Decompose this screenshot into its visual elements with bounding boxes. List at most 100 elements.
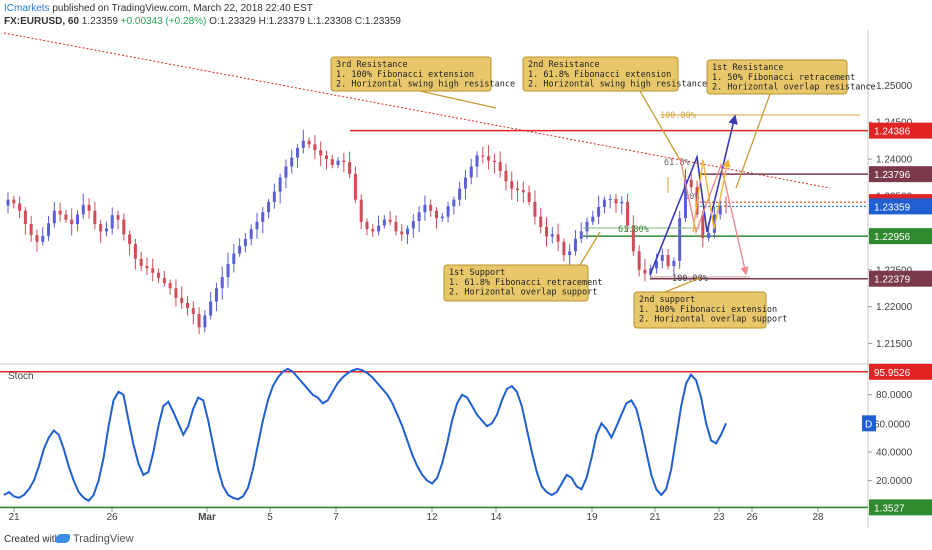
candle-down — [23, 210, 27, 225]
price-tick-label: 1.25000 — [876, 81, 913, 92]
candle-down — [539, 216, 543, 227]
candle-down — [359, 199, 363, 222]
annotation-line-sup2: 2. Horizontal overlap support — [639, 315, 787, 325]
annotation-line-sup1: 1. 61.8% Fibonacci retracement — [449, 278, 603, 288]
candle-up — [602, 199, 606, 208]
candle-up — [278, 177, 282, 192]
stoch-tag-box — [869, 415, 932, 432]
stoch-tag-box — [869, 363, 932, 380]
candle-up — [41, 235, 45, 242]
candle-down — [116, 215, 120, 220]
candle-down — [151, 268, 155, 273]
candle-down — [139, 258, 143, 267]
price-tick-label: 1.22000 — [876, 302, 913, 313]
candle-down — [614, 198, 618, 204]
symbol-label[interactable]: FX:EURUSD, 60 — [4, 16, 80, 27]
candle-down — [93, 210, 97, 225]
candle-down — [174, 288, 178, 298]
candle-up — [255, 221, 259, 230]
candle-up — [417, 212, 421, 222]
stoch-tick-label: 80.0000 — [876, 390, 913, 401]
candle-up — [585, 221, 589, 232]
annotation-line-res1: 1. 50% Fibonacci retracement — [712, 73, 855, 83]
candle-up — [440, 216, 444, 219]
candle-up — [110, 215, 114, 229]
annotation-line-res3: 2. Horizontal swing high resistance — [336, 80, 515, 90]
candle-down — [18, 203, 22, 211]
candle-down — [498, 162, 502, 171]
candle-up — [226, 263, 230, 278]
chart-header: ICmarkets published on TradingView.com, … — [0, 0, 932, 28]
candle-down — [533, 201, 537, 217]
candle-up — [382, 219, 386, 226]
price-tag-box — [869, 166, 932, 183]
candle-down — [371, 229, 375, 232]
candle-down — [180, 297, 184, 303]
candle-up — [203, 315, 207, 328]
price-tag-label: 1.22379 — [874, 275, 911, 286]
ohlc-values: O:1.23329 H:1.23379 L:1.23308 C:1.23359 — [209, 16, 401, 27]
annotation-line-res1: 2. Horizontal overlap resistance — [712, 83, 876, 93]
candle-down — [145, 266, 149, 269]
candle-up — [591, 216, 595, 222]
author-link[interactable]: ICmarkets — [4, 3, 50, 14]
candle-down — [701, 214, 705, 239]
price-tag-label: 1.23359 — [874, 202, 911, 213]
candle-up — [655, 260, 659, 269]
candle-down — [157, 272, 161, 278]
candle-up — [267, 201, 271, 213]
candle-up — [249, 229, 253, 239]
stoch-tag-label: 1.3527 — [874, 503, 905, 514]
tradingview-brand-label: TradingView — [73, 533, 134, 545]
candle-up — [446, 206, 450, 217]
candle-up — [452, 199, 456, 207]
candle-down — [348, 162, 352, 174]
time-tick-label: Mar — [198, 512, 216, 523]
candle-down — [162, 277, 166, 284]
annotation-box-sup2 — [633, 291, 767, 329]
candle-down — [434, 210, 438, 219]
candle-down — [29, 224, 33, 236]
candle-down — [307, 140, 311, 145]
time-tick-label: 26 — [746, 512, 758, 523]
candle-down — [35, 235, 39, 242]
candle-down — [527, 192, 531, 202]
candle-up — [469, 166, 473, 178]
candle-down — [58, 210, 62, 215]
stoch-tick-label: 20.0000 — [876, 476, 913, 487]
candle-up — [620, 201, 624, 204]
time-tick-label: 14 — [490, 512, 502, 523]
candle-down — [562, 241, 566, 256]
published-text: published on TradingView.com, March 22, … — [52, 3, 313, 14]
time-tick-label: 7 — [333, 512, 339, 523]
time-tick-label: 23 — [713, 512, 725, 523]
tradingview-brand[interactable]: TradingView — [56, 533, 134, 545]
candle-down — [133, 243, 137, 259]
annotation-line-sup2: 1. 100% Fibonacci extension — [639, 305, 777, 315]
candle-up — [243, 238, 247, 247]
candle-up — [336, 160, 340, 166]
stoch-line — [3, 367, 727, 502]
candle-down — [510, 181, 514, 189]
projection-arrow-alt — [692, 158, 731, 233]
candle-up — [377, 225, 381, 232]
price-tag-label: 1.22956 — [874, 232, 911, 243]
projection-arrow-up — [649, 114, 738, 276]
created-with-text: Created with — [4, 534, 61, 545]
candle-down — [122, 219, 126, 235]
candle-down — [504, 170, 508, 182]
candle-down — [724, 205, 728, 207]
annotation-title-res1: 1st Resistance — [712, 63, 784, 73]
stoch-d-marker-label: D — [865, 419, 872, 430]
fib-label-50: 50% — [684, 192, 699, 202]
stoch-tick-label: 40.0000 — [876, 447, 913, 458]
annotation-line-sup1: 2. Horizontal overlap support — [449, 288, 597, 298]
candle-up — [75, 214, 79, 225]
candle-up — [220, 277, 224, 289]
stoch-tag-label: 60.0000 — [874, 419, 911, 430]
price-tag-box — [869, 122, 932, 139]
annotation-box-sup1 — [443, 264, 589, 302]
callout-line-res1 — [735, 93, 771, 189]
candle-up — [301, 140, 305, 149]
